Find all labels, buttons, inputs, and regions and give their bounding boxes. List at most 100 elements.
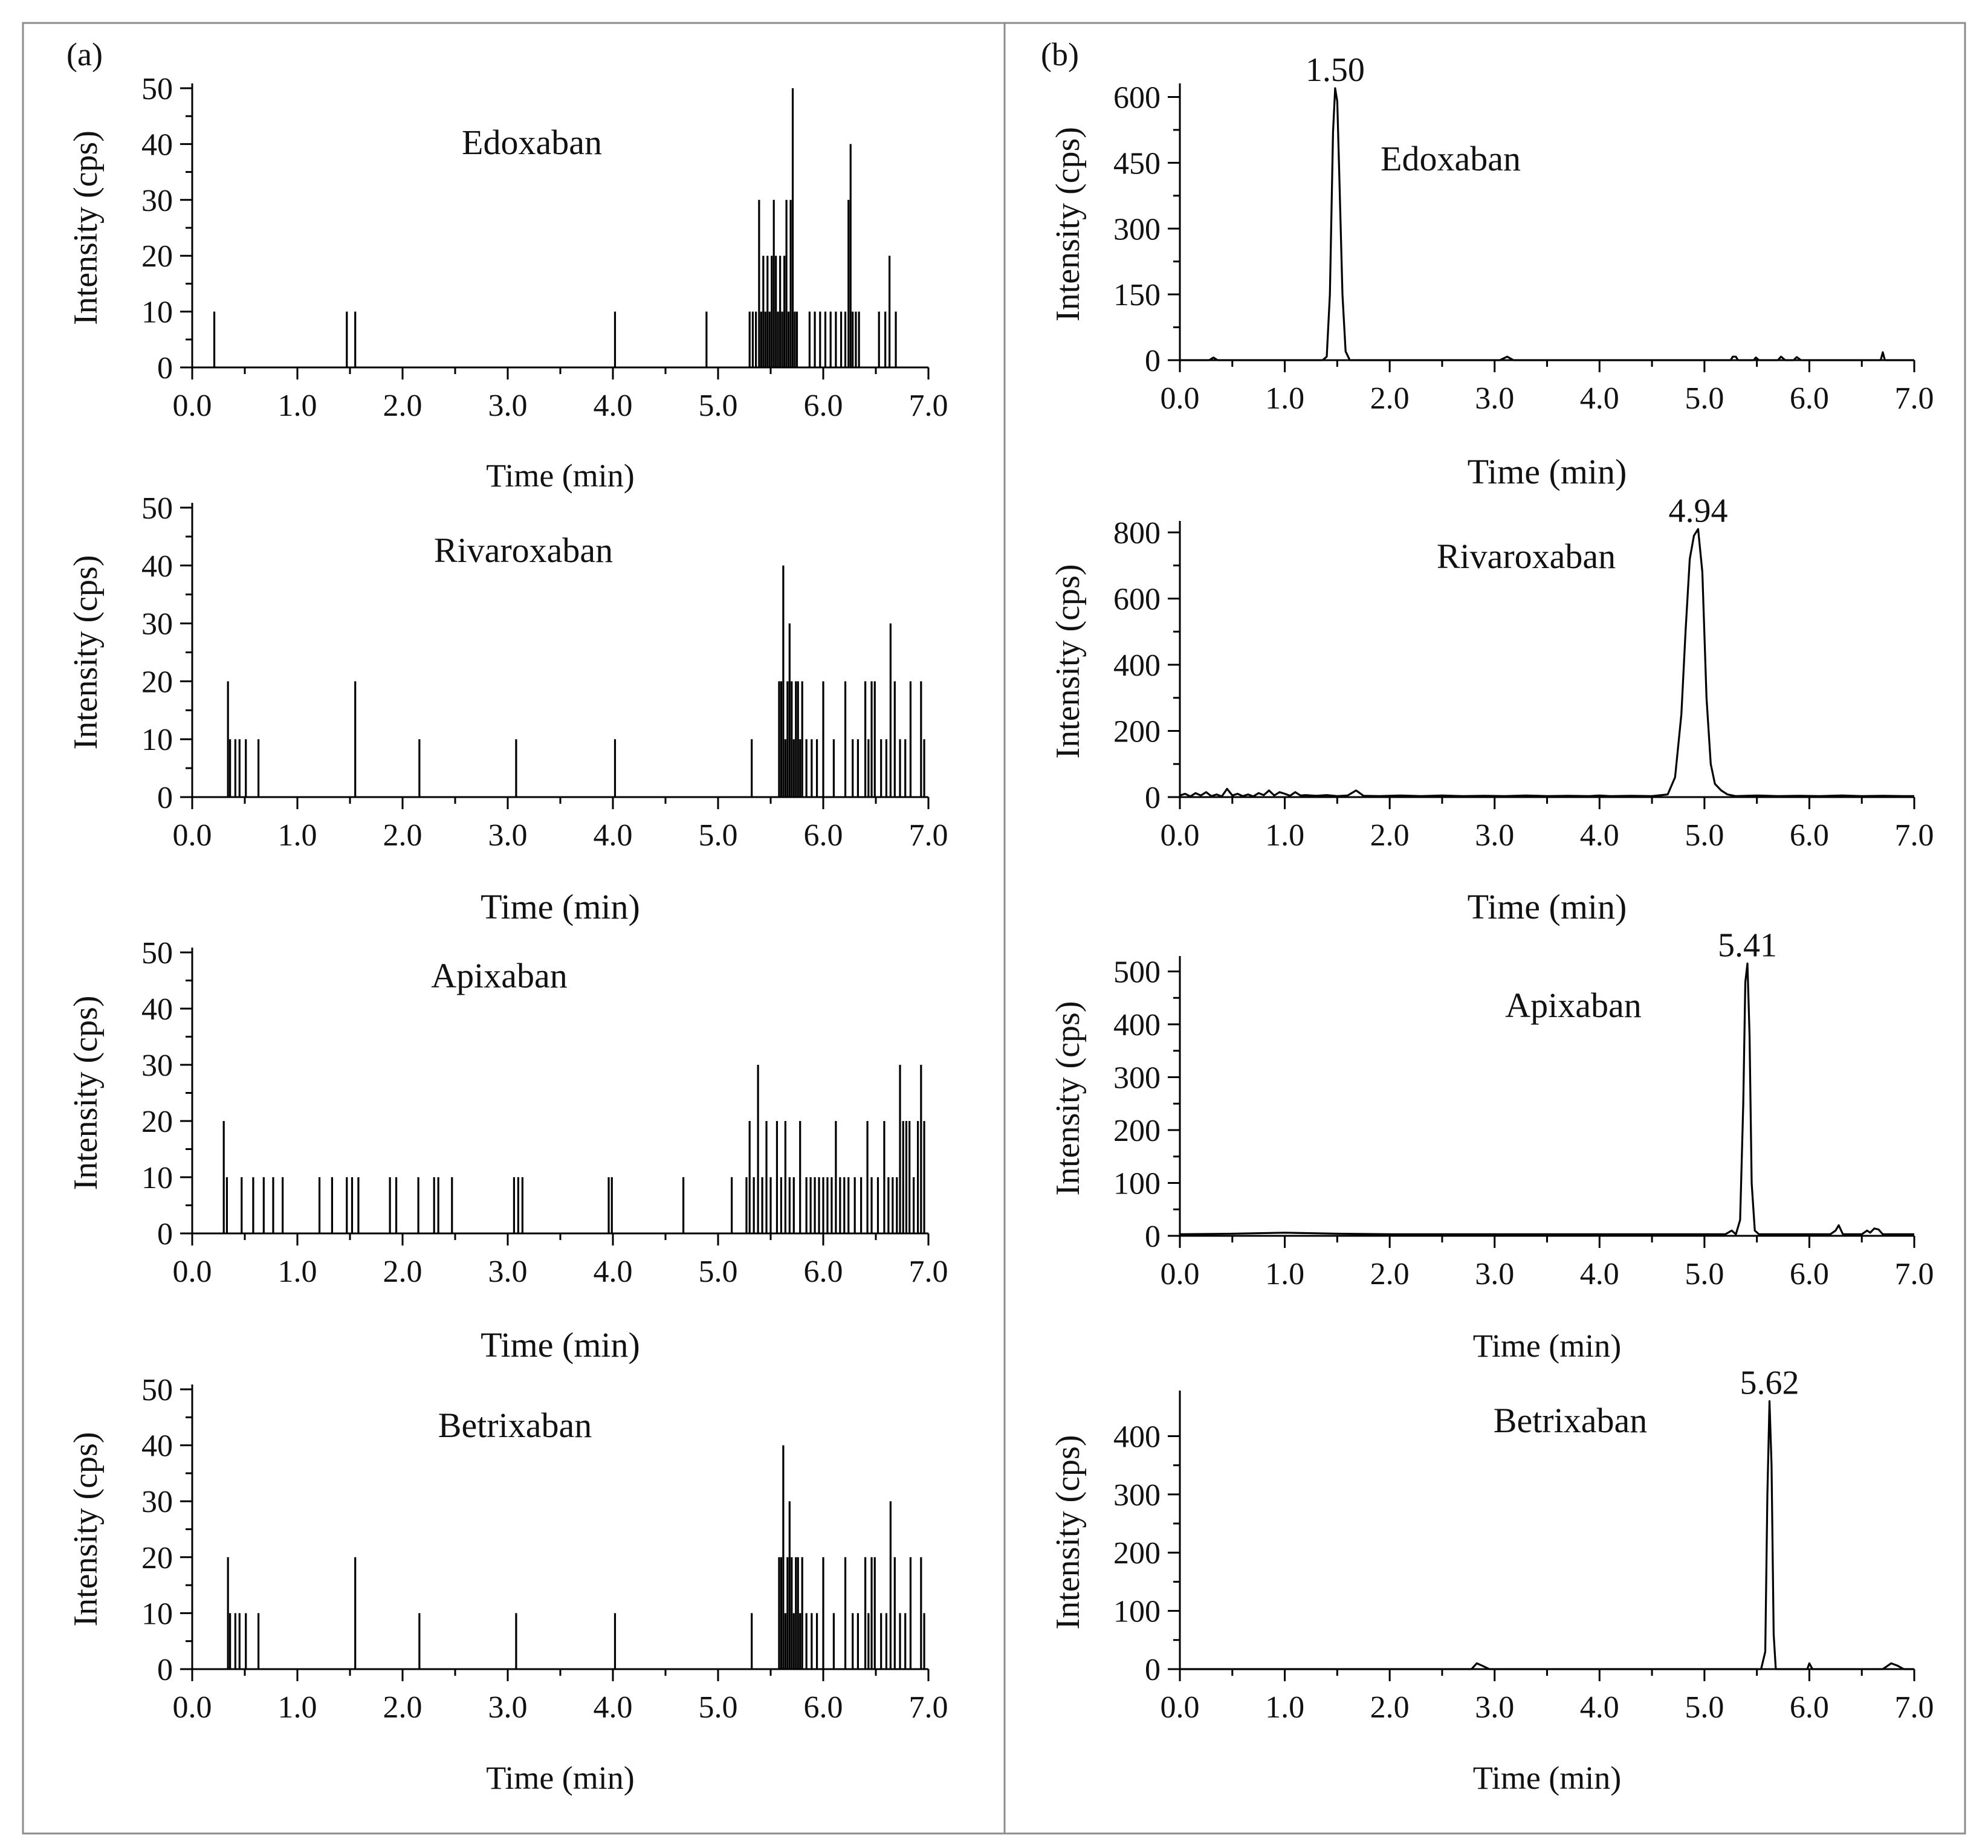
chart-b-apixaban: 0.0 1.0 2.0 3.0 4.0 5.0 6.0 7.0 0 100 200 300 400 500… [1049, 926, 1934, 1364]
x-tick-label: 6.0 [1790, 381, 1829, 416]
x-tick-label: 2.0 [383, 1255, 423, 1289]
y-tick-label: 50 [141, 1373, 173, 1407]
x-tick-label: 1.0 [1265, 818, 1304, 853]
chart-b-betrixaban: 0.0 1.0 2.0 3.0 4.0 5.0 6.0 7.0 0 100 200 300 400 Bet… [1049, 1365, 1934, 1796]
y-tick-label: 300 [1113, 1478, 1161, 1513]
x-tick-label: 4.0 [1580, 381, 1619, 416]
x-tick-label: 0.0 [173, 1690, 212, 1725]
x-tick-label: 7.0 [909, 1255, 948, 1289]
y-tick-label: 40 [141, 128, 173, 162]
x-tick-label: 4.0 [594, 818, 633, 853]
x-tick-label: 3.0 [1475, 381, 1514, 416]
x-tick-label: 6.0 [1790, 1257, 1829, 1291]
x-axis-label: Time (min) [1473, 1760, 1622, 1796]
x-tick-label: 3.0 [1475, 818, 1514, 853]
panel-b-label: (b) [1041, 36, 1079, 73]
y-tick-label: 400 [1113, 1420, 1161, 1454]
x-tick-label: 0.0 [1161, 1690, 1200, 1725]
chart-a-apixaban: 0.0 1.0 2.0 3.0 4.0 5.0 6.0 7.0 0 10 20 30 40 50 Apixa… [67, 936, 948, 1365]
x-tick-label: 6.0 [1790, 1690, 1829, 1725]
chart-title: Betrixaban [1494, 1401, 1647, 1440]
y-tick-label: 20 [141, 239, 173, 274]
x-tick-label: 1.0 [278, 1690, 317, 1725]
y-tick-label: 0 [157, 781, 173, 815]
x-tick-label: 4.0 [594, 1690, 633, 1725]
x-tick-label: 4.0 [1580, 1257, 1619, 1291]
chart-plots: 0.0 1.0 2.0 3.0 4.0 5.0 6.0 7.0 0 10 20 30 40 50 Edoxa… [67, 51, 1934, 1796]
y-axis-label: Intensity (cps) [67, 996, 105, 1191]
x-tick-label: 6.0 [804, 1255, 843, 1289]
y-tick-label: 0 [1145, 781, 1161, 815]
x-tick-label: 5.0 [1685, 381, 1724, 416]
chart-title: Betrixaban [438, 1406, 592, 1445]
data-trace [1180, 1400, 1914, 1670]
y-tick-label: 0 [157, 1653, 173, 1687]
y-tick-label: 0 [157, 351, 173, 386]
chart-title: Apixaban [1505, 986, 1642, 1025]
x-tick-label: 0.0 [1161, 381, 1200, 416]
x-tick-label: 2.0 [1370, 818, 1410, 853]
x-tick-label: 1.0 [1265, 1257, 1304, 1291]
x-axis-label: Time (min) [481, 887, 640, 926]
y-axis-label: Intensity (cps) [67, 1432, 105, 1627]
peak-label: 4.94 [1668, 492, 1727, 529]
x-tick-label: 3.0 [488, 1255, 528, 1289]
data-trace [1179, 528, 1914, 798]
x-tick-label: 5.0 [699, 818, 738, 853]
x-tick-label: 3.0 [488, 818, 528, 853]
x-axis-label: Time (min) [486, 457, 635, 494]
x-tick-label: 2.0 [1370, 1257, 1410, 1291]
y-tick-label: 0 [1145, 1220, 1161, 1254]
x-tick-label: 7.0 [1895, 1257, 1934, 1291]
y-tick-label: 10 [141, 1597, 173, 1631]
x-tick-label: 7.0 [909, 1690, 948, 1725]
x-tick-label: 7.0 [909, 818, 948, 853]
y-tick-label: 50 [141, 936, 173, 971]
y-tick-label: 40 [141, 549, 173, 584]
y-tick-label: 200 [1113, 1114, 1161, 1148]
y-tick-label: 0 [1145, 344, 1161, 378]
x-tick-label: 0.0 [173, 818, 212, 853]
y-tick-label: 0 [1145, 1653, 1161, 1687]
y-tick-label: 0 [157, 1217, 173, 1252]
y-axis-label: Intensity (cps) [67, 555, 105, 750]
x-tick-label: 6.0 [804, 818, 843, 853]
x-tick-label: 7.0 [1895, 1690, 1934, 1725]
x-tick-label: 4.0 [1580, 818, 1619, 853]
y-axis-label: Intensity (cps) [1049, 127, 1087, 321]
x-tick-label: 3.0 [488, 1690, 528, 1725]
y-tick-label: 30 [141, 1048, 173, 1083]
x-tick-label: 2.0 [1370, 1690, 1410, 1725]
y-tick-label: 20 [141, 1541, 173, 1575]
data-trace [1180, 87, 1914, 361]
y-tick-label: 20 [141, 1105, 173, 1139]
y-tick-label: 30 [141, 1485, 173, 1519]
x-tick-label: 0.0 [1161, 1257, 1200, 1291]
peak-label: 5.62 [1740, 1365, 1799, 1402]
y-tick-label: 300 [1113, 1061, 1161, 1096]
x-tick-label: 3.0 [1475, 1257, 1514, 1291]
y-tick-label: 500 [1113, 955, 1161, 990]
x-tick-label: 6.0 [804, 1690, 843, 1725]
x-tick-label: 1.0 [1265, 1690, 1304, 1725]
y-tick-label: 200 [1113, 1536, 1161, 1571]
y-tick-label: 600 [1113, 81, 1161, 115]
y-tick-label: 50 [141, 72, 173, 106]
chart-b-edoxaban: 0.0 1.0 2.0 3.0 4.0 5.0 6.0 7.0 0 150 300 450 600 Edo… [1049, 51, 1934, 491]
peak-label: 1.50 [1306, 51, 1365, 89]
panel-a-label: (a) [66, 36, 103, 73]
y-tick-label: 150 [1113, 278, 1161, 312]
x-tick-label: 1.0 [1265, 381, 1304, 416]
x-tick-label: 6.0 [804, 389, 843, 423]
x-tick-label: 5.0 [699, 1255, 738, 1289]
y-tick-label: 50 [141, 491, 173, 526]
panel-b-frame [1003, 22, 1966, 1835]
x-tick-label: 3.0 [1475, 1690, 1514, 1725]
x-axis-label: Time (min) [486, 1760, 635, 1796]
y-tick-label: 100 [1113, 1595, 1161, 1629]
x-tick-label: 4.0 [594, 1255, 633, 1289]
x-tick-label: 0.0 [1161, 818, 1200, 853]
x-tick-label: 2.0 [383, 1690, 423, 1725]
y-tick-label: 300 [1113, 212, 1161, 247]
y-tick-label: 40 [141, 992, 173, 1027]
